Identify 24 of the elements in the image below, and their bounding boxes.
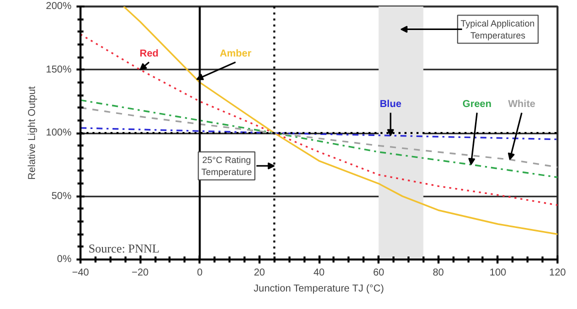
x-tick-label: 0 [196, 268, 203, 278]
y-tick-label: 0% [57, 254, 72, 265]
x-tick-label: 60 [373, 268, 385, 278]
annotation: Source: PNNL [88, 242, 160, 256]
y-tick-label: 50% [51, 190, 72, 202]
band-label: Typical Application Temperatures [460, 18, 535, 40]
x-tick-label: −40 [72, 268, 90, 278]
x-tick-label: 120 [549, 268, 566, 278]
y-axis-title: Relative Light Output [26, 86, 38, 180]
y-tick-label: 100% [46, 128, 72, 138]
x-tick-label: −20 [132, 268, 150, 278]
text: Green [462, 99, 492, 110]
y-tick-label: 200% [46, 1, 72, 12]
x-tick-label: 80 [432, 268, 444, 278]
x-tick-label: 100 [490, 268, 507, 278]
x-tick-label: 20 [254, 268, 266, 278]
ref-line-label: 25°C Rating Temperature [201, 154, 252, 177]
text: Blue [380, 99, 402, 110]
text: Amber [220, 48, 252, 60]
x-axis-title: Junction Temperature TJ (°C) [254, 284, 384, 294]
x-tick-label: 40 [313, 268, 325, 278]
series-label: Red [140, 48, 159, 60]
text: White [508, 99, 536, 110]
y-tick-label: 150% [46, 64, 72, 76]
